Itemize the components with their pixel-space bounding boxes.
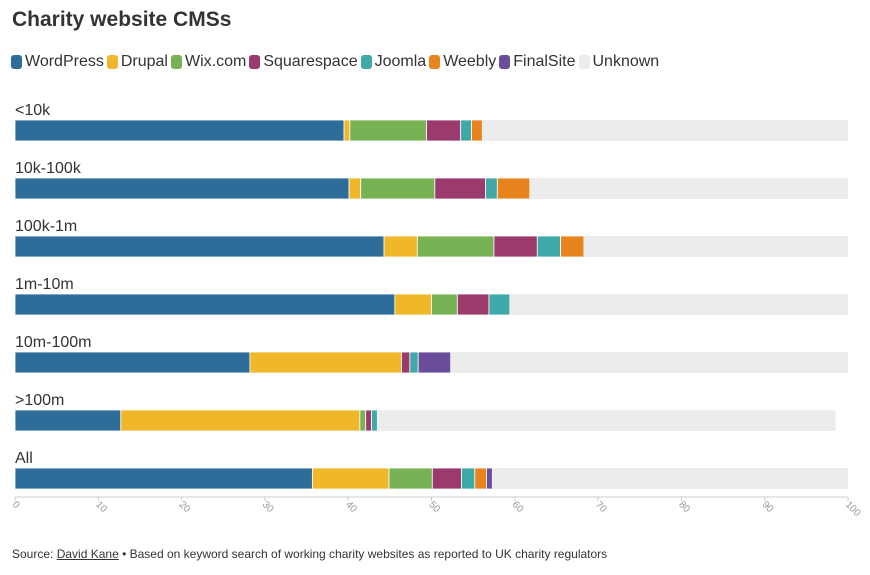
bar-segment-wix-com[interactable] (431, 293, 458, 316)
bar-segment-joomla[interactable] (460, 119, 472, 142)
bar-segment-wix-com[interactable] (349, 119, 427, 142)
bar-segment-drupal[interactable] (120, 409, 361, 432)
source-prefix: Source: (12, 547, 57, 561)
category-label: 10m-100m (15, 334, 91, 351)
bar-segment-joomla[interactable] (461, 467, 476, 490)
bar-segment-squarespace[interactable] (401, 351, 411, 374)
bar-segment-joomla[interactable] (409, 351, 419, 374)
legend-item-finalsite: FinalSite (499, 53, 576, 71)
bar-segment-wordpress[interactable] (14, 351, 251, 374)
bar-segment-unknown[interactable] (509, 294, 848, 315)
bar-segment-drupal[interactable] (383, 235, 418, 258)
bar-segment-squarespace[interactable] (431, 467, 462, 490)
bar-segment-joomla[interactable] (536, 235, 562, 258)
bar-segment-drupal[interactable] (249, 351, 402, 374)
legend-swatch (429, 55, 441, 69)
bar-segment-wordpress[interactable] (14, 177, 350, 200)
legend-item-drupal: Drupal (106, 53, 168, 71)
bar-segment-drupal[interactable] (343, 119, 351, 142)
legend-item-unknown: Unknown (578, 53, 660, 71)
bar-segment-wix-com[interactable] (359, 409, 367, 432)
legend-swatch (360, 55, 372, 69)
bar-segment-drupal[interactable] (311, 467, 390, 490)
bar-segment-squarespace[interactable] (426, 119, 462, 142)
legend-label: Drupal (120, 53, 168, 70)
chart-footer: Source: David Kane • Based on keyword se… (12, 547, 607, 561)
legend-label: Unknown (592, 53, 660, 70)
x-tick-label: 30 (260, 499, 276, 515)
bar-segment-unknown[interactable] (583, 236, 848, 257)
bar-segment-unknown[interactable] (492, 468, 848, 489)
source-note: • Based on keyword search of working cha… (118, 547, 608, 561)
bar-segment-joomla[interactable] (488, 293, 511, 316)
category-label: 10k-100k (15, 160, 82, 177)
bar-segment-drupal[interactable] (348, 177, 362, 200)
bar-segment-joomla[interactable] (485, 177, 498, 200)
x-tick-label: 60 (510, 499, 526, 515)
bar-segment-weebly[interactable] (471, 119, 483, 142)
bar-segment-weebly[interactable] (560, 235, 585, 258)
bar-segment-joomla[interactable] (371, 409, 378, 432)
x-tick-label: 50 (426, 499, 442, 515)
bar-segment-drupal[interactable] (394, 293, 432, 316)
x-tick-label: 20 (176, 499, 192, 515)
category-label: 100k-1m (15, 218, 77, 235)
x-tick-label: 100 (843, 499, 863, 519)
category-label: <10k (15, 102, 51, 119)
bar-segment-unknown[interactable] (529, 178, 848, 199)
legend-item-wordpress: WordPress (11, 53, 104, 71)
bar-segment-wordpress[interactable] (14, 235, 385, 258)
bar-segment-wordpress[interactable] (14, 119, 345, 142)
source-link[interactable]: David Kane (56, 547, 119, 561)
bar-segment-wordpress[interactable] (14, 293, 396, 316)
chart-legend: WordPress Drupal Wix.com Squarespace Joomla W… (11, 53, 662, 71)
category-label: 1m-10m (15, 276, 74, 293)
bar-segment-wix-com[interactable] (416, 235, 495, 258)
bar-segment-squarespace[interactable] (493, 235, 538, 258)
legend-label: FinalSite (513, 53, 576, 70)
bar-segment-unknown[interactable] (450, 352, 848, 373)
bar-segment-finalsite[interactable] (486, 467, 493, 490)
legend-item-joomla: Joomla (360, 53, 427, 71)
legend-swatch (106, 55, 118, 69)
x-tick-label: 0 (10, 499, 22, 511)
x-tick-label: 70 (593, 499, 609, 515)
bar-segment-squarespace[interactable] (456, 293, 490, 316)
bar-segment-weebly[interactable] (474, 467, 487, 490)
chart-title: Charity website CMSs (12, 8, 232, 31)
legend-swatch (499, 55, 511, 69)
legend-label: Weebly (443, 53, 497, 70)
x-tick-label: 90 (760, 499, 776, 515)
bar-segment-wix-com[interactable] (360, 177, 436, 200)
category-label: All (15, 450, 33, 467)
category-label: >100m (15, 392, 64, 409)
bar-segment-wix-com[interactable] (388, 467, 433, 490)
x-tick-label: 10 (93, 499, 109, 515)
x-tick-label: 80 (676, 499, 692, 515)
legend-label: Wix.com (184, 53, 247, 70)
bar-segment-wordpress[interactable] (14, 409, 122, 432)
x-tick-label: 40 (343, 499, 359, 515)
bar-segment-unknown[interactable] (377, 410, 836, 431)
bar-segment-weebly[interactable] (496, 177, 531, 200)
legend-label: Joomla (374, 53, 427, 70)
legend-swatch (578, 55, 590, 69)
legend-item-weebly: Weebly (429, 53, 496, 71)
bar-segment-finalsite[interactable] (417, 351, 452, 374)
bar-segment-squarespace[interactable] (365, 409, 372, 432)
legend-swatch (249, 55, 261, 69)
bar-segment-wordpress[interactable] (14, 467, 313, 490)
legend-item-squarespace: Squarespace (249, 53, 358, 71)
legend-item-wix-com: Wix.com (170, 53, 247, 71)
legend-swatch (170, 55, 182, 69)
legend-swatch (11, 55, 22, 69)
legend-label: WordPress (25, 53, 104, 70)
bar-segment-unknown[interactable] (482, 120, 848, 141)
legend-label: Squarespace (263, 53, 358, 70)
bar-segment-squarespace[interactable] (434, 177, 487, 200)
